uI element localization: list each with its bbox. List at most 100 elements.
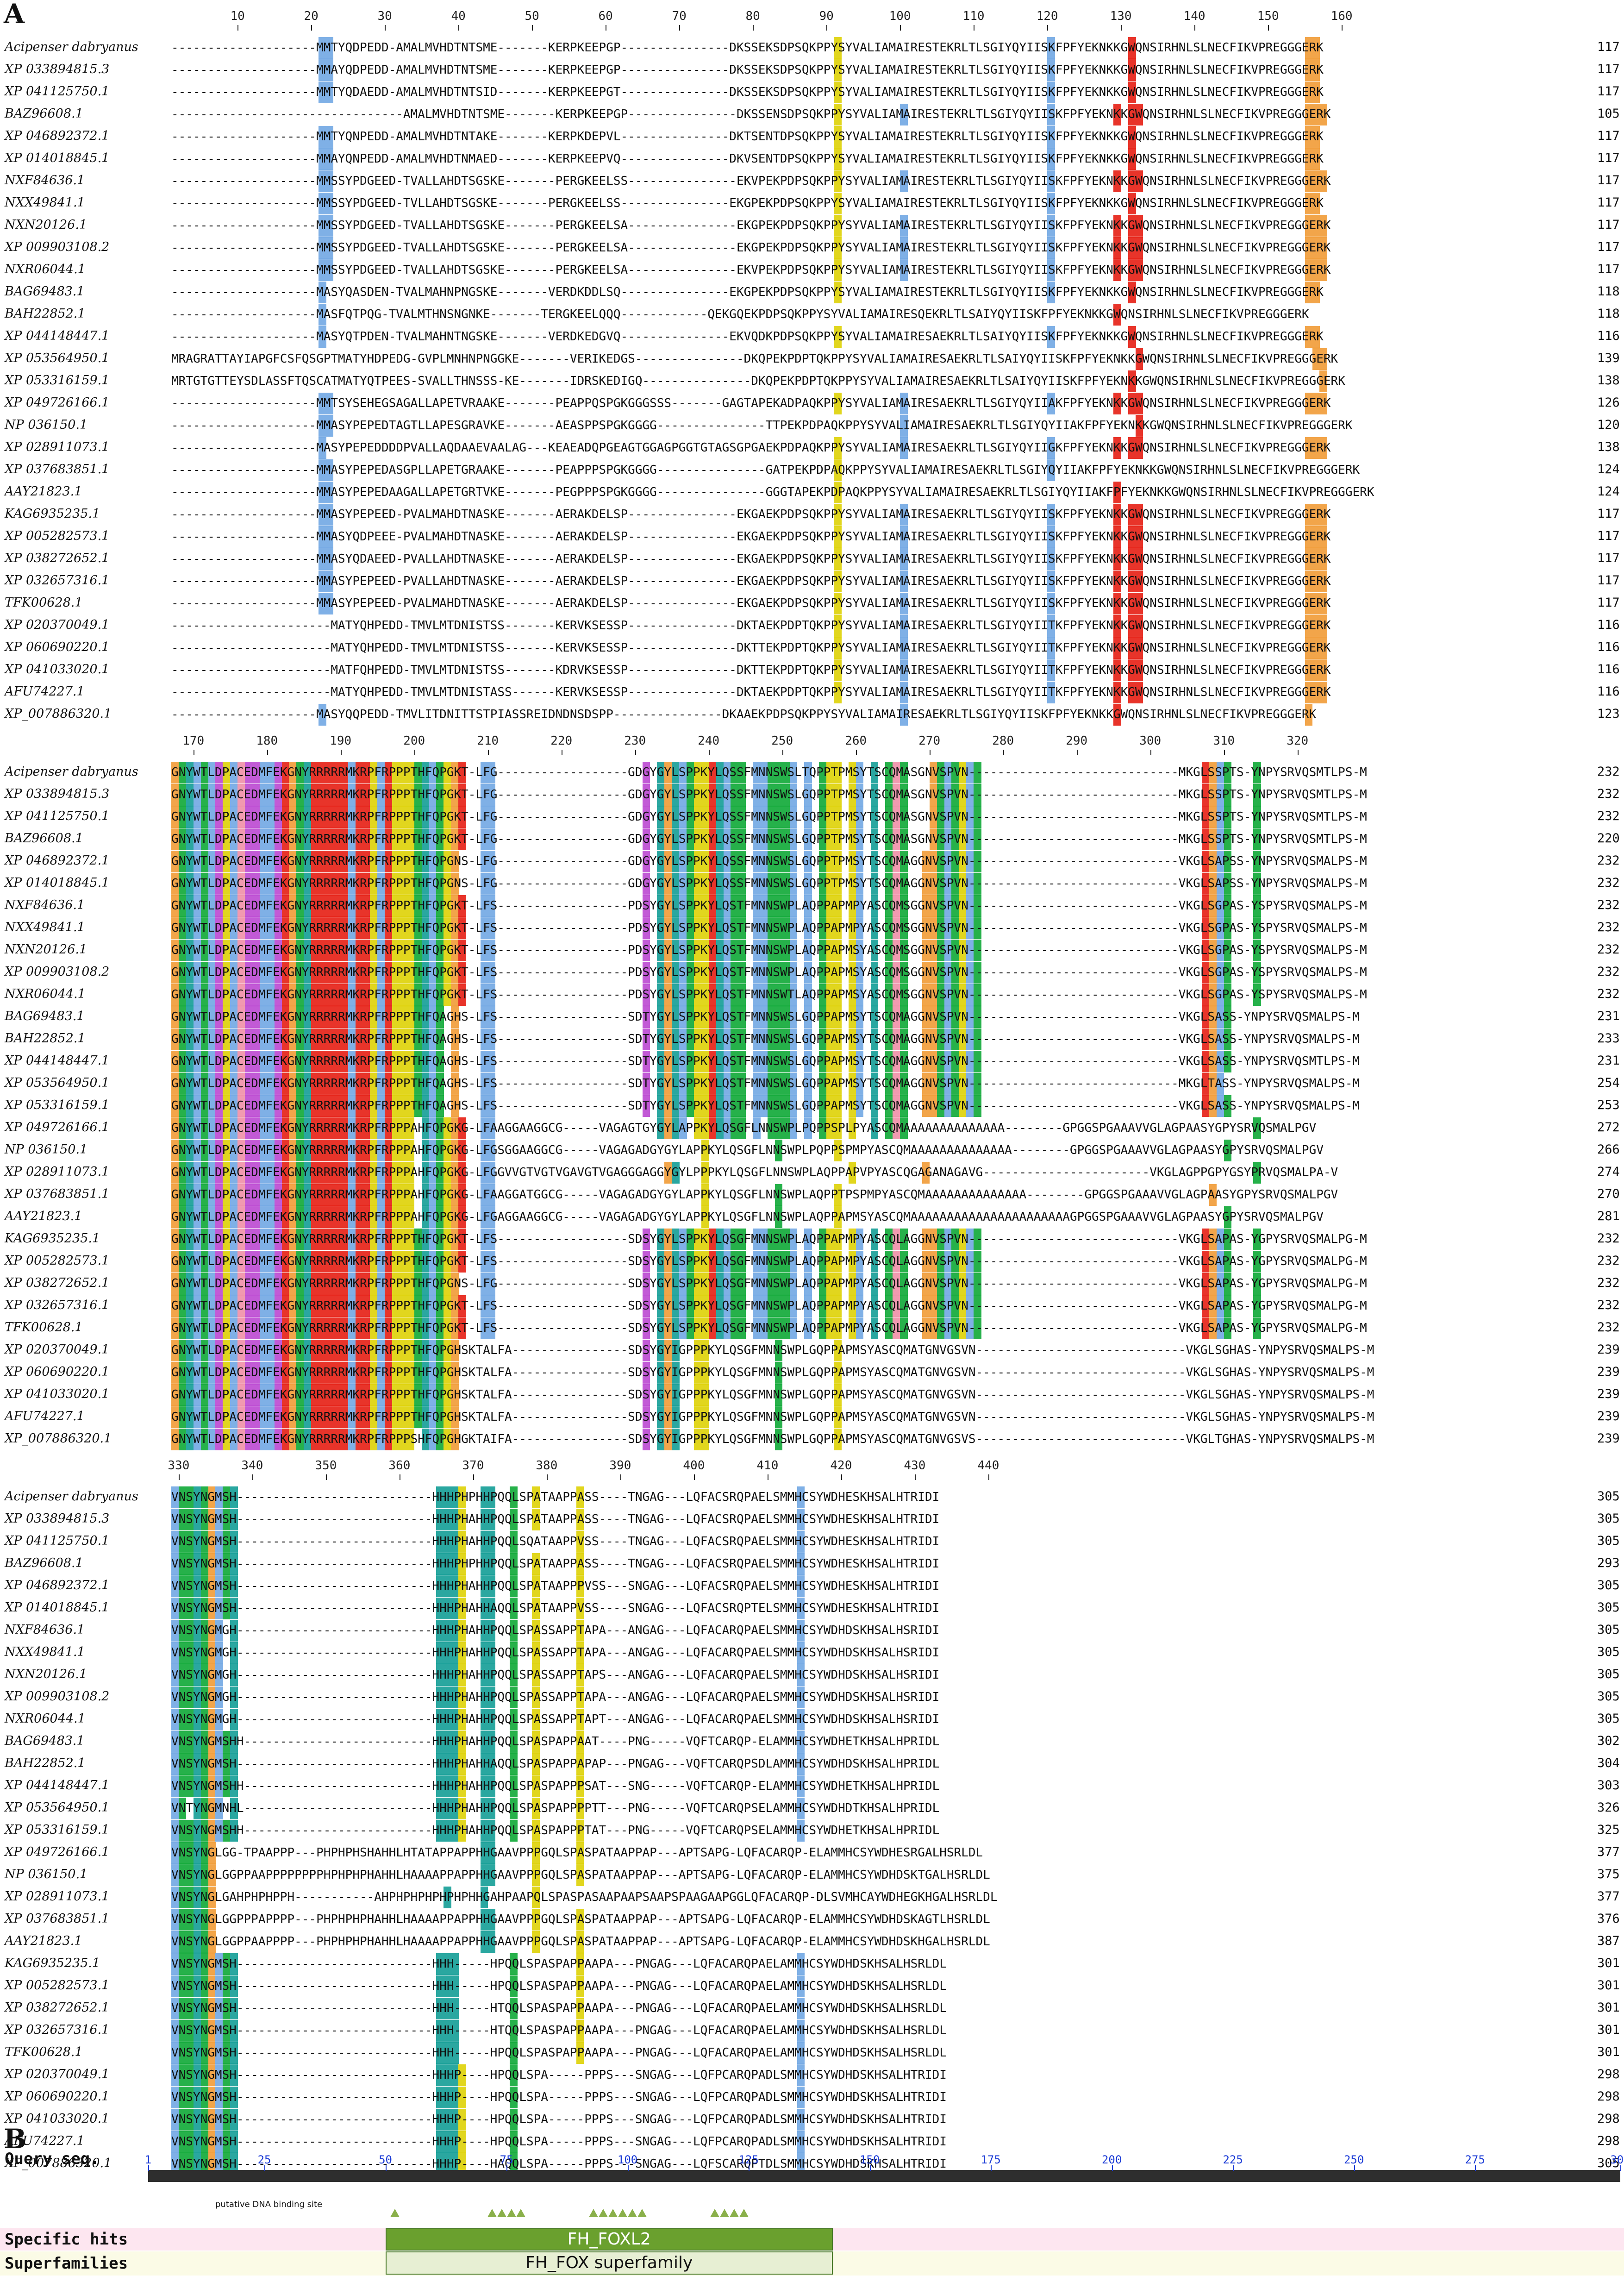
binding-site-marker[interactable]: [589, 2209, 599, 2217]
sequence-name: XP 053564950.1: [5, 1076, 109, 1090]
binding-site-marker[interactable]: [628, 2209, 637, 2217]
binding-site-marker[interactable]: [739, 2209, 749, 2217]
sequence-end-position: 117: [1597, 529, 1620, 543]
ruler-tick-label: 250: [771, 734, 793, 748]
residue-text: --------------------MMTYQDAEDD-AMALMVHDT…: [171, 85, 1324, 99]
sequence-residues: GNYWTLDPACEDMFEKGNYRRRRRMKRPFRPPPTHFQPGK…: [171, 1317, 1367, 1339]
residue-text: VNSYNGMGH---------------------------HHHP…: [171, 1712, 939, 1726]
sequence-residues: --------------------MMASYPEPEDASGPLLAPET…: [171, 459, 1360, 481]
binding-site-marker[interactable]: [599, 2209, 608, 2217]
residue-highlight: [1305, 193, 1313, 214]
alignment-row: BAG69483.1 VNSYNGMSHH--------------------…: [0, 1731, 1624, 1753]
specific-hits-label: Specific hits: [5, 2230, 128, 2249]
residue-highlight: [1312, 170, 1320, 192]
binding-site-marker[interactable]: [390, 2209, 400, 2217]
alignment-row: XP 033894815.3 VNSYNGMSH-----------------…: [0, 1509, 1624, 1530]
ruler-tick-label: 50: [525, 9, 539, 23]
residue-text: --------------------MMSSYPDGEED-TVALLAHD…: [171, 241, 1331, 255]
residue-highlight: [1047, 126, 1055, 148]
sequence-name: NXX49841.1: [5, 1645, 85, 1659]
residue-highlight: [1047, 393, 1055, 414]
sequence-name: NXX49841.1: [5, 195, 85, 210]
sequence-end-position: 239: [1597, 1387, 1620, 1401]
query-tick: [627, 2165, 629, 2171]
sequence-end-position: 293: [1597, 1556, 1620, 1570]
ruler-tick: [311, 25, 312, 31]
sequence-name: NP 036150.1: [5, 1142, 87, 1157]
residue-highlight: [1312, 237, 1320, 259]
sequence-residues: VNSYNGLGGPPAAPPPP---PHPHPHPHAHHLHAAAAPPA…: [171, 1931, 990, 1953]
sequence-end-position: 387: [1597, 1934, 1620, 1948]
ruler-tick: [487, 750, 489, 755]
ruler-tick: [856, 750, 857, 755]
binding-site-marker[interactable]: [506, 2209, 516, 2217]
ruler-tick-label: 290: [1066, 734, 1087, 748]
query-tick-label: 250: [1344, 2153, 1364, 2166]
binding-site-marker[interactable]: [637, 2209, 647, 2217]
alignment-row: XP 020370049.1 VNSYNGMSH-----------------…: [0, 2064, 1624, 2086]
query-tick-label: 100: [618, 2153, 637, 2166]
sequence-name: XP 046892372.1: [5, 853, 109, 868]
sequence-name: XP 037683851.1: [5, 462, 109, 476]
sequence-name: KAG6935235.1: [5, 1231, 100, 1246]
sequence-name: XP 053564950.1: [5, 1800, 109, 1815]
residue-text: VNSYNGMSH---------------------------HHH-…: [171, 2046, 947, 2060]
ruler-tick: [826, 25, 828, 31]
sequence-end-position: 232: [1597, 853, 1620, 868]
sequence-name: NXF84636.1: [5, 1623, 85, 1637]
residue-text: GNYWTLDPACEDMFEKGNYRRRRRMKRPFRPPPTHFQPGK…: [171, 1321, 1367, 1335]
sequence-name: XP 005282573.1: [5, 529, 109, 543]
sequence-end-position: 272: [1597, 1120, 1620, 1135]
binding-site-marker[interactable]: [729, 2209, 739, 2217]
sequence-end-position: 376: [1597, 1912, 1620, 1926]
ruler-tick-label: 70: [672, 9, 686, 23]
residue-text: GNYWTLDPACEDMFEKGNYRRRRRMKRPFRPPPTHFQAGH…: [171, 1054, 1360, 1068]
residue-text: --------------------MMASYPEPEED-PVALLAHD…: [171, 574, 1331, 588]
residue-highlight: [325, 59, 334, 81]
residue-highlight: [834, 126, 842, 148]
sequence-end-position: 239: [1597, 1365, 1620, 1379]
ruler-tick: [1076, 750, 1078, 755]
residue-highlight: [900, 415, 908, 437]
residue-text: VNSYNGLGGPPAAPPPP---PHPHPHPHAHHLHAAAAPPA…: [171, 1935, 990, 1949]
residue-highlight: [1312, 148, 1320, 170]
residue-text: --------------------MMASYPEPEED-PVALMAHD…: [171, 508, 1331, 521]
residue-text: GNYWTLDPACEDMFEKGNYRRRRRMKRPFRPPPTHFQPGK…: [171, 921, 1367, 935]
sequence-name: XP 009903108.2: [5, 965, 109, 979]
residue-text: GNYWTLDPACEDMFEKGNYRRRRRMKRPFRPPPAHFQPGK…: [171, 1121, 1316, 1135]
residue-text: GNYWTLDPACEDMFEKGNYRRRRRMKRPFRPPPTHFQPGK…: [171, 988, 1367, 1002]
alignment-row: XP 044148447.1 --------------------MASYQT…: [0, 326, 1624, 348]
residue-text: GNYWTLDPACEDMFEKGNYRRRRRMKRPFRPPPTHFQPGN…: [171, 877, 1367, 890]
binding-site-marker[interactable]: [719, 2209, 729, 2217]
residue-text: VNSYNGMSH---------------------------HHHP…: [171, 1757, 939, 1771]
sequence-residues: --------------------MMTYQNPEDD-AMALMVHDT…: [171, 126, 1324, 148]
residue-highlight: [900, 104, 908, 125]
ruler-tick: [414, 750, 415, 755]
residue-text: GNYWTLDPACEDMFEKGNYRRRRRMKRPFRPPPAHFQPGK…: [171, 1188, 1338, 1202]
binding-site-marker[interactable]: [618, 2209, 628, 2217]
sequence-residues: GNYWTLDPACEDMFEKGNYRRRRRMKRPFRPPPTHFQPGK…: [171, 828, 1367, 850]
residue-text: --------------------MMSSYPDGEED-TVALLAHD…: [171, 219, 1331, 232]
sequence-end-position: 116: [1597, 618, 1620, 632]
ruler-tick: [782, 750, 783, 755]
sequence-name: XP 037683851.1: [5, 1187, 109, 1201]
binding-site-marker[interactable]: [516, 2209, 526, 2217]
ruler-tick-label: 260: [845, 734, 867, 748]
alignment-row: NP 036150.1 --------------------MMASYPEPE…: [0, 415, 1624, 437]
superfamily-hit-fh-fox[interactable]: FH_FOX superfamily: [385, 2251, 833, 2275]
binding-site-marker[interactable]: [710, 2209, 719, 2217]
sequence-residues: --------------------------------AMALMVHD…: [171, 104, 1331, 125]
sequence-end-position: 116: [1597, 329, 1620, 343]
alignment-row: XP 028911073.1 --------------------MASYPE…: [0, 437, 1624, 459]
sequence-name: XP 060690220.1: [5, 640, 109, 654]
sequence-end-position: 305: [1597, 1600, 1620, 1615]
ruler-tick-label: 320: [1287, 734, 1308, 748]
residue-highlight: [325, 259, 334, 281]
specific-hit-fh-foxl2[interactable]: FH_FOXL2: [385, 2228, 833, 2251]
query-tick-label: 1: [145, 2153, 151, 2166]
binding-site-marker[interactable]: [608, 2209, 618, 2217]
binding-site-marker[interactable]: [497, 2209, 506, 2217]
sequence-end-position: 139: [1597, 351, 1620, 365]
residue-highlight: [1319, 348, 1327, 370]
binding-site-marker[interactable]: [487, 2209, 497, 2217]
